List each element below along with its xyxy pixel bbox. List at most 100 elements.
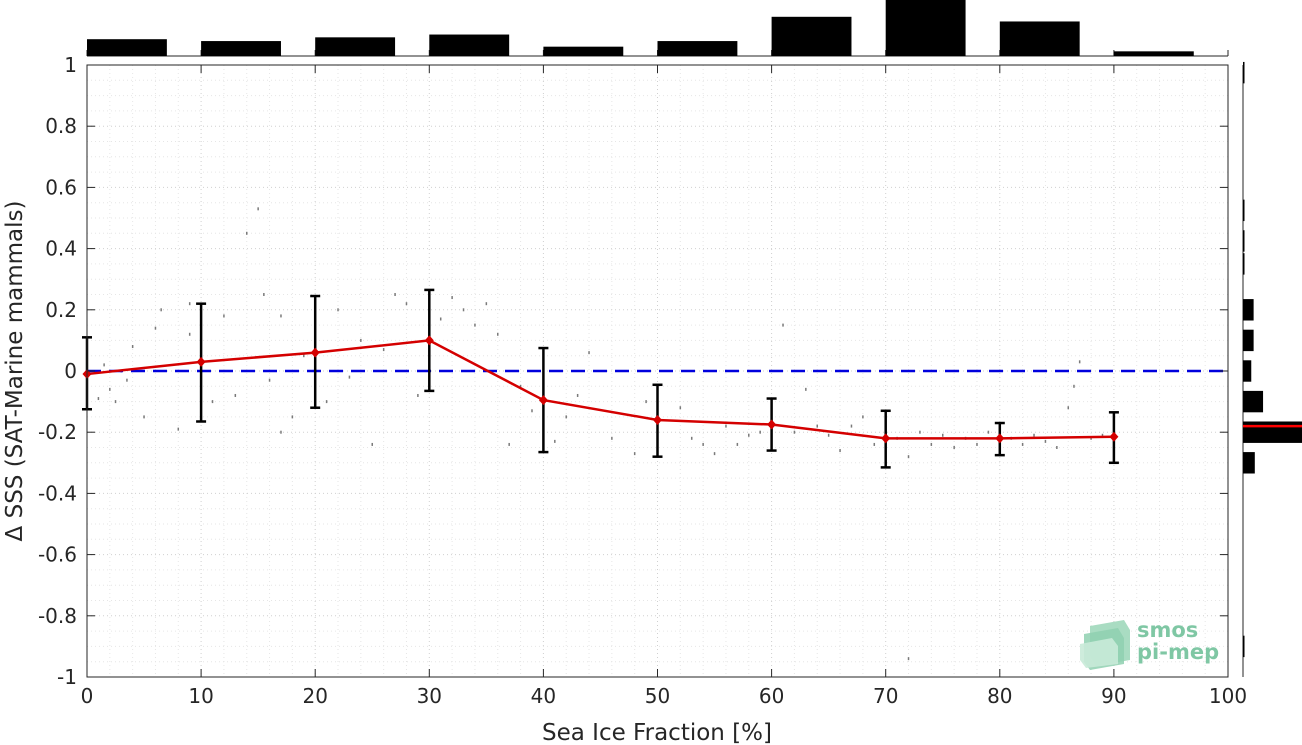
series-point [881,433,891,444]
scatter-point [930,442,933,446]
scatter-point [942,433,944,437]
scatter-point [713,452,716,456]
y-tick-label: -0.2 [38,420,77,444]
x-tick-label: 20 [302,684,327,708]
scatter-point [907,455,910,459]
x-tick-label: 50 [645,684,670,708]
top-histogram-bar [771,16,852,56]
scatter-point [497,332,499,336]
y-tick-label: -0.8 [38,604,77,628]
scatter-point [223,314,225,318]
scatter-point [1056,446,1058,449]
smos-pimep-logo: smos pi-mep [1080,618,1219,670]
scatter-point [862,415,864,419]
scatter-point [850,424,853,428]
scatter-point [131,345,134,349]
scatter-point [245,231,248,235]
series-point [310,347,320,358]
scatter-point [1078,360,1081,364]
scatter-point [268,378,271,382]
scatter-point [382,348,385,352]
scatter-points [97,207,1104,661]
right-histogram-bar [1243,635,1245,658]
scatter-point [1067,406,1070,410]
scatter-point [805,387,807,391]
right-histogram-bar [1243,360,1252,382]
y-tick-label: -0.6 [38,543,77,567]
scatter-point [234,393,237,397]
scatter-point [485,302,488,306]
scatter-point [257,207,259,211]
top-histogram-bar [1113,51,1194,56]
scatter-point [160,308,162,312]
y-axis-label: Δ SSS (SAT-Marine mammals) [2,201,28,542]
scatter-point [1073,384,1075,388]
scatter-point [793,430,796,434]
scatter-point [263,293,265,296]
scatter-point [417,393,419,397]
scatter-point [291,415,294,419]
scatter-point [126,378,128,382]
scatter-point [394,293,396,296]
scatter-point [588,351,590,355]
scatter-point [748,433,750,437]
logo-icon [1080,620,1130,670]
top-histogram-bar [87,39,167,56]
scatter-point [405,302,408,306]
scatter-point [103,363,105,367]
right-histogram-bar [1243,299,1254,321]
right-histogram-bar [1243,230,1245,252]
scatter-point [1033,433,1035,437]
scatter-point [143,415,145,419]
x-tick-label: 60 [759,684,784,708]
right-histogram-bar [1243,452,1255,474]
right-histogram-bar [1243,329,1254,352]
x-tick-label: 80 [987,684,1012,708]
scatter-point [474,323,476,327]
series-line [86,339,1114,440]
y-tick-label: 0.2 [45,298,77,322]
scatter-point [531,409,533,413]
scatter-point [177,427,180,431]
series-point [196,356,206,367]
series [82,288,1119,469]
y-tick-label: 0.4 [45,237,77,261]
scatter-point [114,400,117,404]
scatter-point [987,430,990,434]
scatter-point [873,442,876,446]
scatter-point [371,442,373,446]
scatter-point [839,449,841,453]
scatter-point [337,308,339,312]
y-tick-label: 0.6 [45,175,77,199]
scatter-point [953,446,955,449]
x-tick-label: 100 [1209,684,1247,708]
top-histogram-bar [657,41,738,56]
x-axis-label: Sea Ice Fraction [%] [542,720,772,745]
scatter-point [508,442,510,446]
top-histogram [86,0,1229,57]
scatter-point [679,406,682,410]
scatter-point [576,393,579,397]
right-histogram [1242,61,1302,677]
scatter-point [759,430,761,434]
y-tick-label: -0.4 [38,481,77,505]
top-histogram-bar [315,37,396,56]
scatter-point [348,375,351,379]
top-histogram-bar [999,21,1080,56]
series-point [767,419,777,430]
scatter-point [211,400,214,404]
scatter-point [280,430,282,434]
scatter-point [907,657,910,661]
top-histogram-bar [429,34,510,56]
x-tick-label: 70 [873,684,898,708]
top-histogram-bar [885,0,966,56]
top-histogram-bar [543,46,624,56]
series-point [995,433,1005,444]
scatter-point [736,442,739,446]
right-histogram-bar [1243,390,1264,413]
x-tick-label: 30 [417,684,442,708]
scatter-point [1021,442,1024,446]
scatter-point [188,302,191,306]
right-histogram-bar [1243,421,1302,443]
